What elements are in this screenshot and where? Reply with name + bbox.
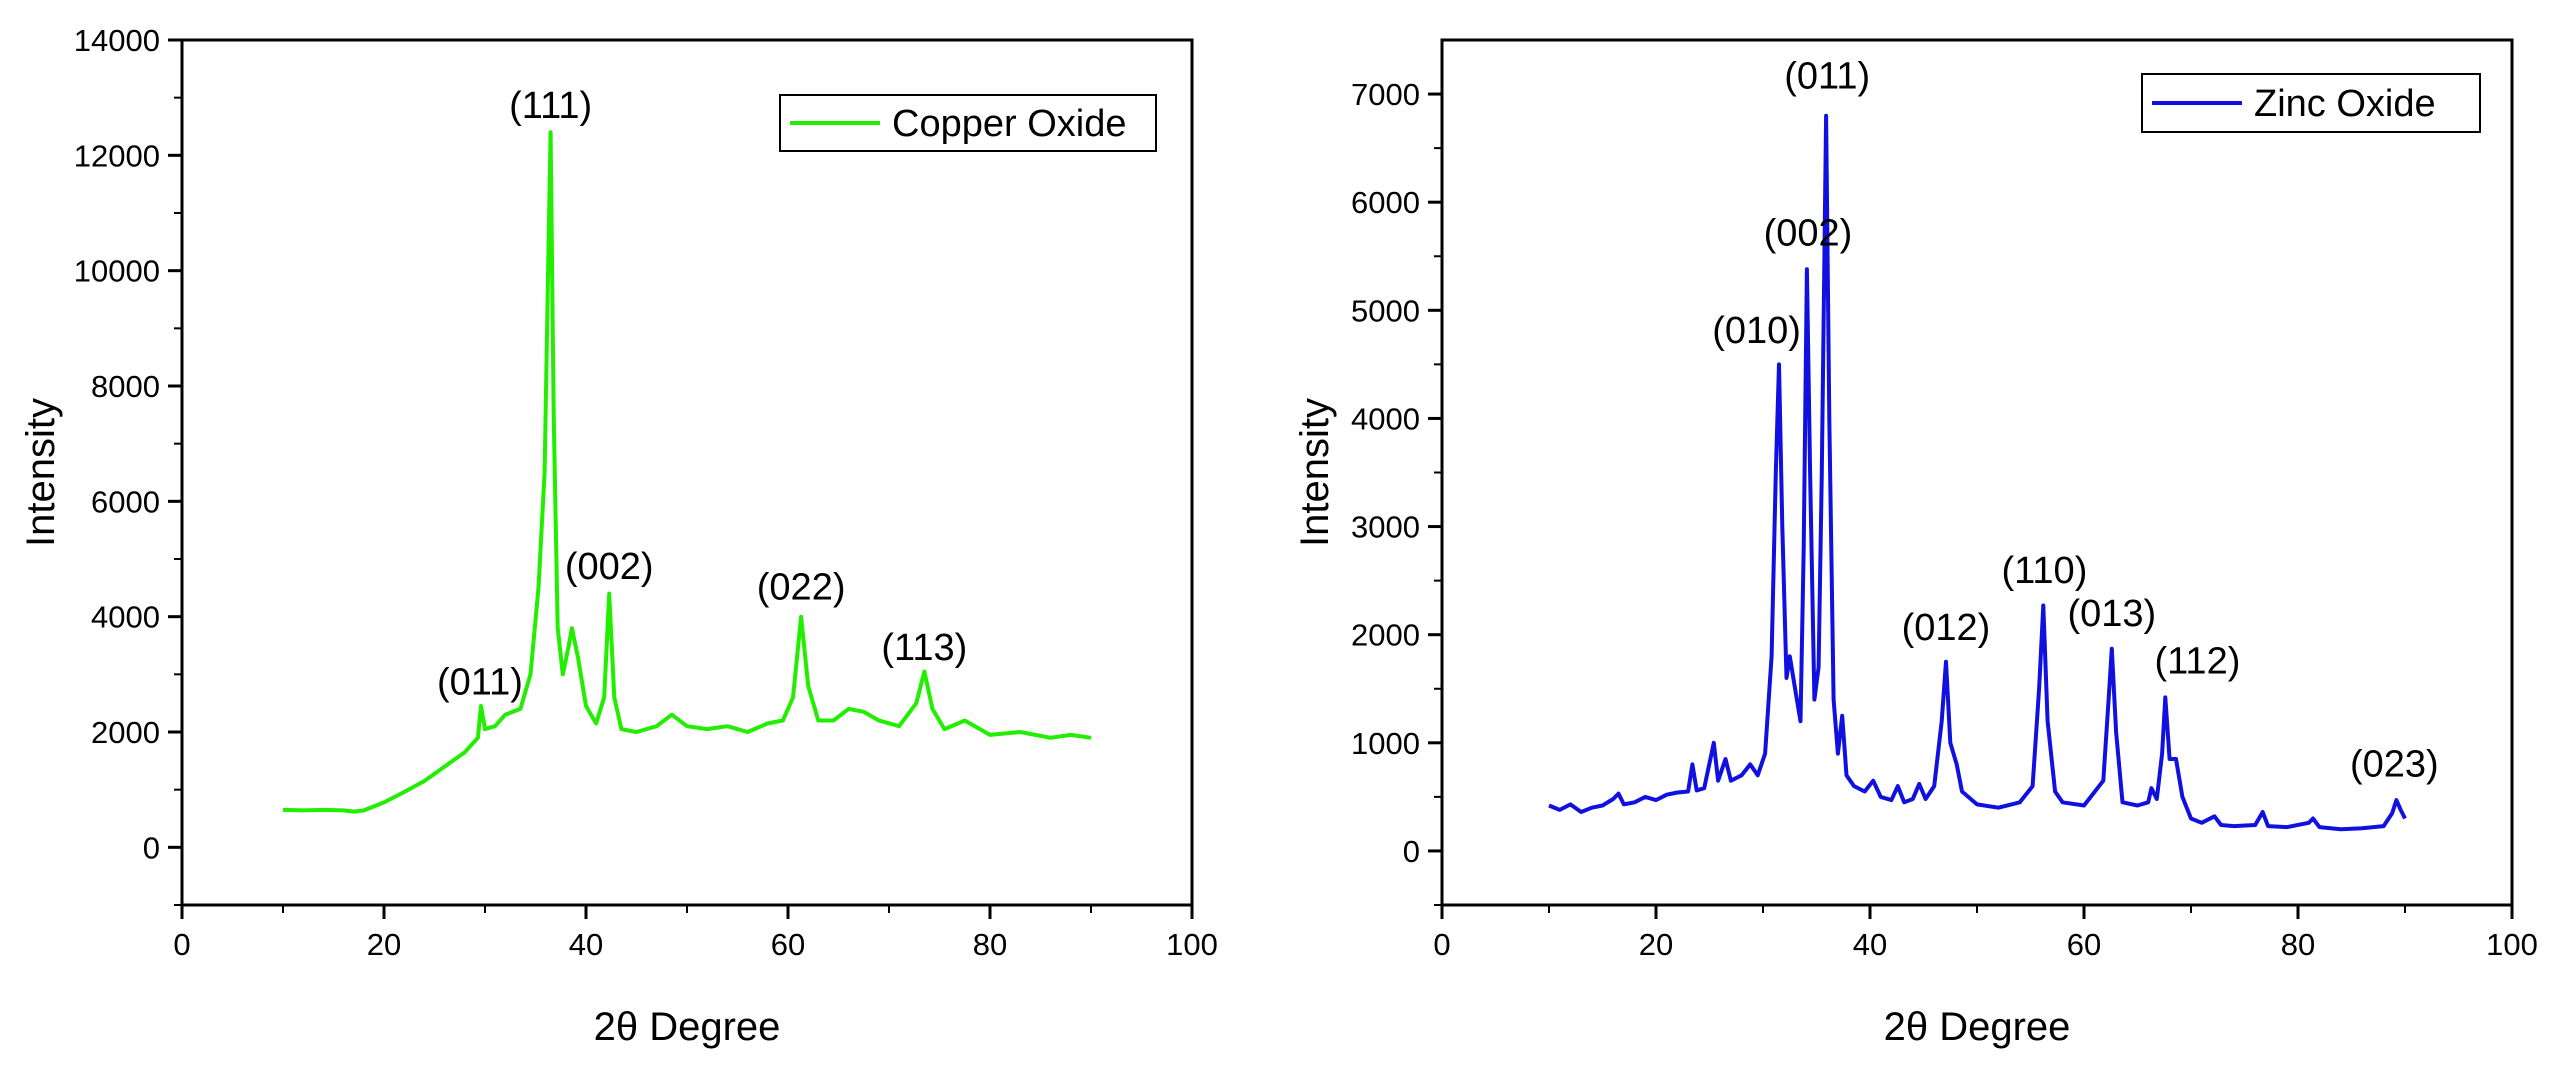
x-tick-label: 80	[2281, 927, 2315, 962]
y-tick-label: 6000	[91, 484, 160, 519]
y-tick-label: 7000	[1351, 77, 1420, 112]
peak-label: (002)	[565, 546, 654, 588]
peak-label: (010)	[1712, 310, 1801, 352]
plot-frame	[180, 38, 1194, 907]
peak-label: (022)	[757, 566, 846, 608]
x-tick-label: 80	[973, 927, 1007, 962]
x-tick-label: 40	[569, 927, 603, 962]
y-tick-label: 4000	[91, 600, 160, 635]
copper-oxide-chart: 0 20 40 60 80 100 0 2000 4000 6000 8000 10000 12000 1…	[19, 23, 1218, 1049]
peak-label: (011)	[1784, 56, 1870, 98]
peak-label: (110)	[2001, 550, 2087, 592]
y-tick-label: 8000	[91, 369, 160, 404]
y-tick-label: 2000	[91, 715, 160, 750]
legend-label: Copper Oxide	[892, 103, 1126, 145]
y-tick-label: 6000	[1351, 185, 1420, 220]
y-tick-label: 2000	[1351, 618, 1420, 653]
legend-label: Zinc Oxide	[2254, 83, 2436, 125]
x-tick-label: 0	[173, 927, 190, 962]
y-tick-label: 5000	[1351, 293, 1420, 328]
peak-label: (023)	[2350, 743, 2439, 785]
x-tick-label: 60	[2067, 927, 2101, 962]
peak-label: (111)	[509, 85, 592, 127]
y-axis-title: Intensity	[19, 398, 63, 547]
x-tick-label: 40	[1853, 927, 1887, 962]
y-tick-label: 14000	[74, 23, 160, 58]
y-axis-title: Intensity	[1293, 398, 1337, 547]
peak-label: (112)	[2154, 641, 2240, 683]
x-tick-label: 100	[1166, 927, 1218, 962]
x-tick-label: 100	[2486, 927, 2538, 962]
y-tick-label: 4000	[1351, 401, 1420, 436]
series-line-zinc-oxide	[1548, 113, 2407, 832]
peak-label: (002)	[1764, 212, 1853, 254]
x-axis-title: 2θ Degree	[1884, 1005, 2071, 1049]
x-tick-label: 60	[771, 927, 805, 962]
y-tick-label: 1000	[1351, 726, 1420, 761]
peak-label: (012)	[1902, 607, 1991, 649]
x-tick-label: 20	[1639, 927, 1673, 962]
zinc-oxide-chart: 0 20 40 60 80 1000100020003000400050006000700…	[1293, 38, 2538, 1049]
peak-label: (113)	[881, 627, 967, 669]
y-tick-label: 3000	[1351, 510, 1420, 545]
x-tick-label: 20	[367, 927, 401, 962]
peak-label: (011)	[437, 662, 523, 704]
x-tick-label: 0	[1433, 927, 1450, 962]
y-tick-label: 10000	[74, 254, 160, 289]
peak-label: (013)	[2067, 593, 2156, 635]
x-axis-title: 2θ Degree	[594, 1005, 781, 1049]
y-tick-label: 0	[143, 830, 160, 865]
series-line-copper-oxide	[282, 130, 1092, 814]
y-tick-label: 12000	[74, 138, 160, 173]
y-tick-label: 0	[1403, 834, 1420, 869]
